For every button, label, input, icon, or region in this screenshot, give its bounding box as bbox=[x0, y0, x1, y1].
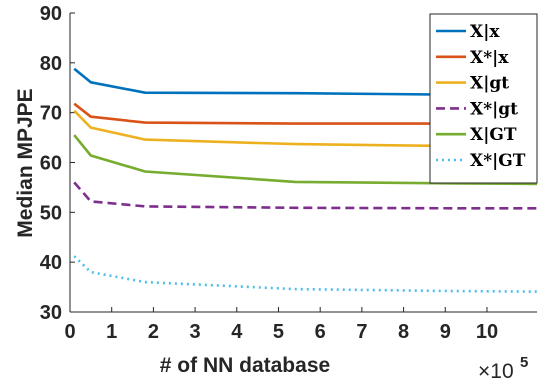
legend-label-0: X|x bbox=[470, 22, 500, 42]
legend-box bbox=[429, 13, 538, 184]
x-tick-label: 0 bbox=[64, 321, 75, 343]
legend-label-1: X*|x bbox=[470, 48, 509, 68]
x-multiplier: ×10 5 bbox=[478, 354, 528, 383]
ticks: 0 1 2 3 4 5 6 7 8 9 10 30 40 50 60 70 80 90 bbox=[40, 3, 498, 343]
x-tick-label: 7 bbox=[356, 321, 367, 343]
legend-label-4: X|GT bbox=[470, 125, 517, 145]
x-tick-label: 8 bbox=[398, 321, 409, 343]
x-axis-label: # of NN database bbox=[160, 354, 330, 377]
x-tick-label: 2 bbox=[148, 321, 159, 343]
y-tick-label: 40 bbox=[40, 252, 62, 274]
y-axis-label: Median MPJPE bbox=[14, 88, 37, 237]
x-multiplier-exponent: 5 bbox=[520, 354, 528, 371]
x-tick-label: 10 bbox=[476, 321, 498, 343]
x-tick-label: 6 bbox=[315, 321, 326, 343]
legend-label-3: X*|gt bbox=[470, 99, 518, 119]
series-line-5 bbox=[73, 255, 538, 293]
legend-label-5: X*|GT bbox=[470, 151, 526, 171]
y-tick-label: 30 bbox=[40, 302, 62, 324]
x-tick-label: 5 bbox=[273, 321, 284, 343]
legend-label-2: X|gt bbox=[470, 74, 509, 94]
x-tick-label: 9 bbox=[440, 321, 451, 343]
y-tick-label: 70 bbox=[40, 103, 62, 125]
y-tick-label: 80 bbox=[40, 53, 62, 75]
x-tick-label: 4 bbox=[231, 321, 243, 343]
y-tick-label: 60 bbox=[40, 153, 62, 175]
x-tick-label: 3 bbox=[190, 321, 201, 343]
x-tick-label: 1 bbox=[106, 321, 117, 343]
x-multiplier-base: ×10 bbox=[478, 360, 514, 383]
y-tick-label: 50 bbox=[40, 202, 62, 224]
series-line-3 bbox=[73, 181, 537, 210]
y-tick-label: 90 bbox=[40, 3, 62, 25]
legend: X|x X*|x X|gt X*|gt X|GT X*|GT bbox=[429, 13, 538, 184]
